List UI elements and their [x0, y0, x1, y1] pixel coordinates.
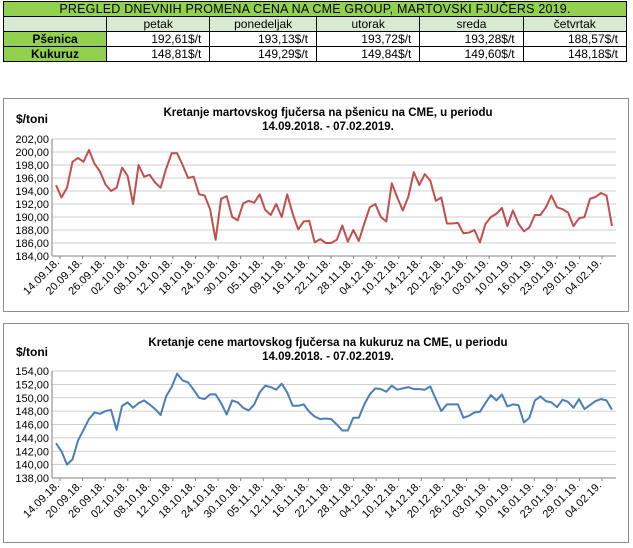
- table-cell: 193,72$/t: [316, 31, 421, 47]
- y-axis-label: $/toni: [16, 345, 48, 359]
- corn-chart: Kretanje cene martovskog fjučersa na kuk…: [3, 323, 629, 543]
- y-tick-label: 188,00: [15, 225, 49, 237]
- chart-title: Kretanje martovskog fjučersa na pšenicu …: [163, 107, 492, 119]
- wheat-chart-svg: Kretanje martovskog fjučersa na pšenicu …: [15, 107, 616, 298]
- table-corner: [3, 16, 107, 32]
- y-tick-label: 192,00: [15, 199, 49, 211]
- wheat-chart: Kretanje martovskog fjučersa na pšenicu …: [3, 98, 629, 312]
- table-cell: 149,60$/t: [419, 46, 524, 62]
- table-cell: 188,57$/t: [522, 31, 628, 47]
- table-row: Kukuruz 148,81$/t 149,29$/t 149,84$/t 14…: [3, 46, 628, 62]
- row-label-corn: Kukuruz: [3, 46, 107, 62]
- table-row: Pšenica 192,61$/t 193,13$/t 193,72$/t 19…: [3, 31, 628, 47]
- table-cell: 149,84$/t: [316, 46, 421, 62]
- table-cell: 193,13$/t: [209, 31, 318, 47]
- y-tick-label: 194,00: [15, 186, 49, 198]
- y-tick-label: 186,00: [15, 238, 49, 250]
- series-line: [55, 372, 613, 466]
- y-tick-label: 200,00: [15, 147, 49, 159]
- y-tick-label: 202,00: [15, 134, 49, 146]
- y-tick-label: 152,00: [15, 379, 49, 391]
- table-header-day: ponedeljak: [209, 16, 318, 32]
- table-cell: 148,18$/t: [522, 46, 628, 62]
- y-tick-label: 144,00: [15, 433, 49, 445]
- table-cell: 193,28$/t: [419, 31, 524, 47]
- y-tick-label: 150,00: [15, 393, 49, 405]
- y-tick-label: 198,00: [15, 160, 49, 172]
- y-tick-label: 190,00: [15, 212, 49, 224]
- chart-subtitle: 14.09.2018. - 07.02.2019.: [262, 121, 394, 133]
- y-tick-label: 196,00: [15, 173, 49, 185]
- y-tick-label: 154,00: [15, 366, 49, 378]
- price-table: PREGLED DNEVNIH PROMENA CENA NA CME GROU…: [3, 1, 628, 62]
- series-line: [55, 149, 613, 244]
- y-tick-label: 148,00: [15, 406, 49, 418]
- table-title: PREGLED DNEVNIH PROMENA CENA NA CME GROU…: [3, 1, 627, 17]
- corn-chart-svg: Kretanje cene martovskog fjučersa na kuk…: [15, 337, 616, 521]
- y-tick-label: 142,00: [15, 446, 49, 458]
- table-cell: 149,29$/t: [209, 46, 318, 62]
- y-tick-label: 184,00: [15, 251, 49, 263]
- table-header-day: utorak: [316, 16, 421, 32]
- y-tick-label: 138,00: [15, 473, 49, 485]
- table-header-day: petak: [105, 16, 211, 32]
- y-tick-label: 140,00: [15, 460, 49, 472]
- y-axis-label: $/toni: [16, 112, 48, 126]
- table-header-day: sreda: [419, 16, 524, 32]
- table-cell: 148,81$/t: [105, 46, 211, 62]
- table-cell: 192,61$/t: [105, 31, 211, 47]
- chart-title: Kretanje cene martovskog fjučersa na kuk…: [148, 337, 507, 349]
- row-label-wheat: Pšenica: [3, 31, 107, 47]
- table-header-day: četvrtak: [522, 16, 628, 32]
- chart-subtitle: 14.09.2018. - 07.02.2019.: [262, 351, 394, 363]
- y-tick-label: 146,00: [15, 420, 49, 432]
